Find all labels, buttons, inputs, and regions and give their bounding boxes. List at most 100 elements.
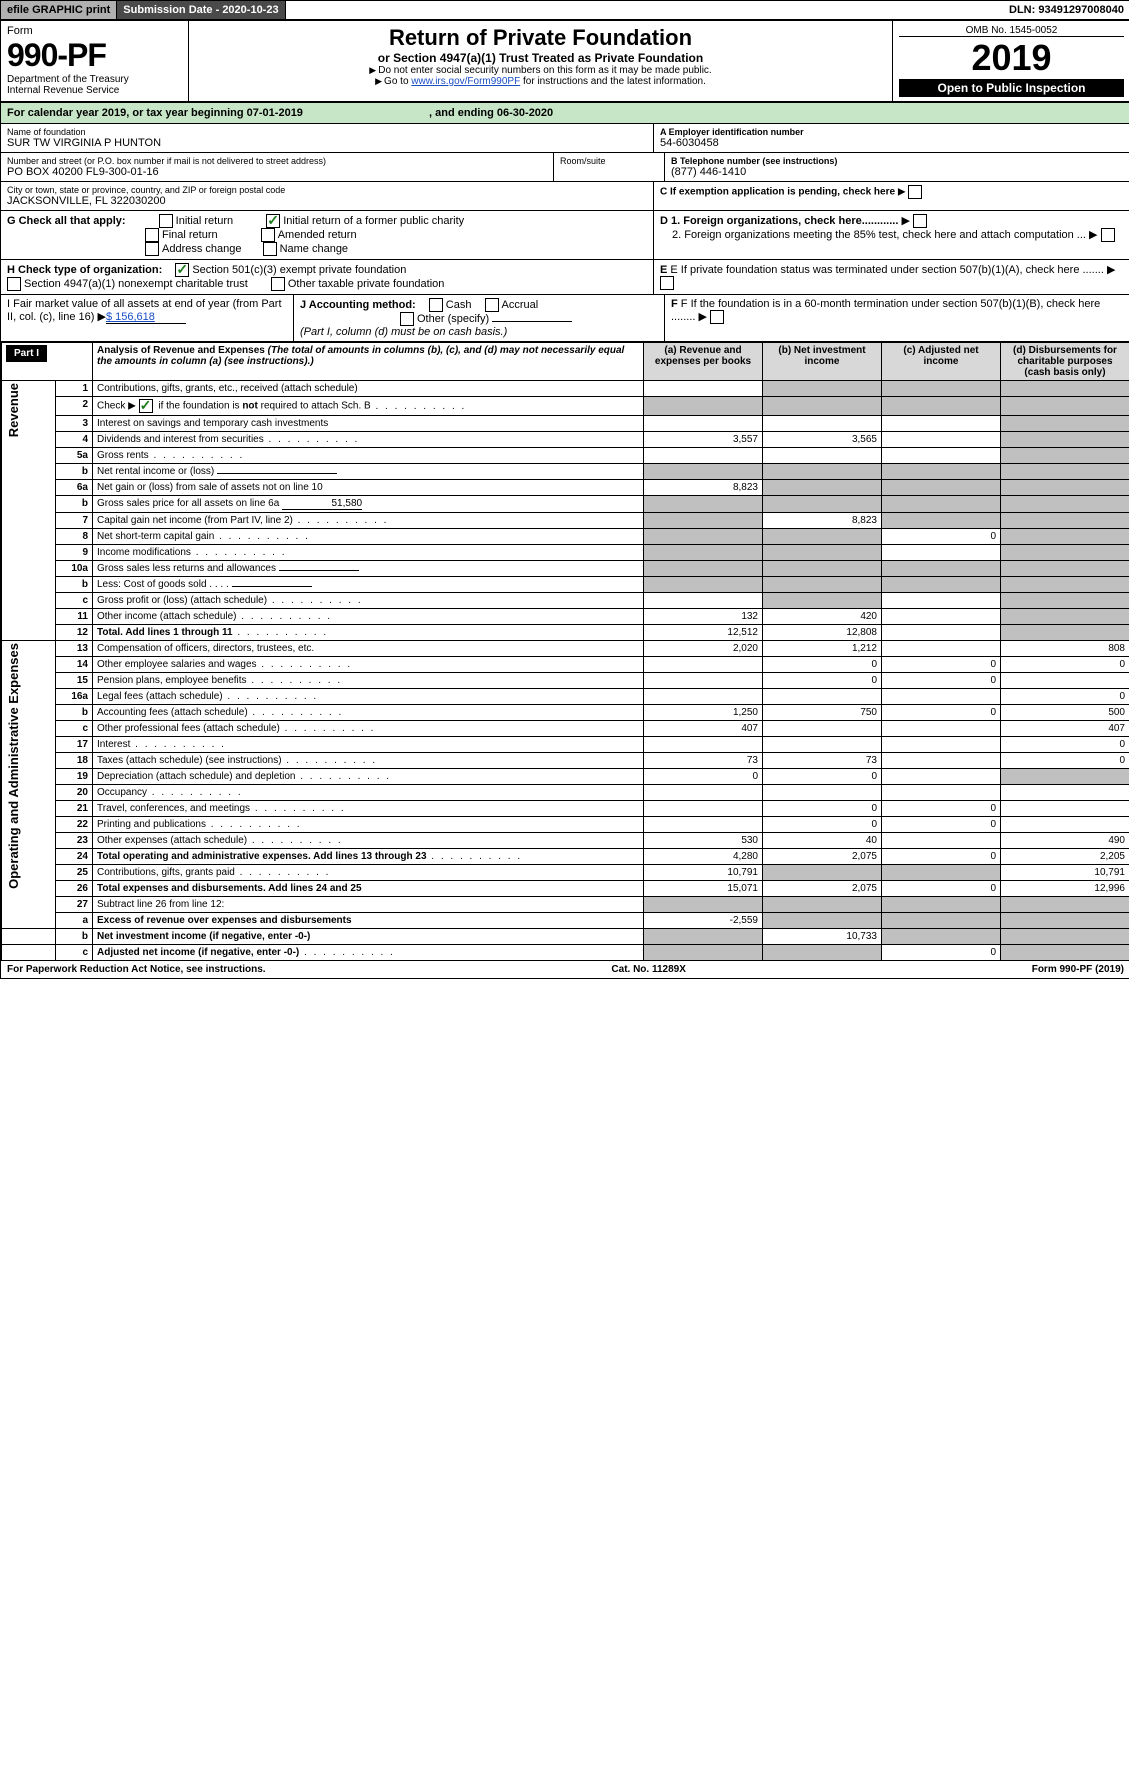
form-word: Form (7, 25, 182, 37)
line-4: Dividends and interest from securities (97, 434, 264, 445)
j-label: J Accounting method: (300, 299, 416, 311)
ck-accrual[interactable] (485, 298, 499, 312)
note-goto: Go to www.irs.gov/Form990PF for instruct… (195, 76, 886, 87)
line-27: Subtract line 26 from line 12: (93, 897, 644, 913)
line-16a: Legal fees (attach schedule) (97, 691, 223, 702)
ck-d2[interactable] (1101, 228, 1115, 242)
tel-label: B Telephone number (see instructions) (671, 156, 1124, 166)
id-block: Name of foundation SUR TW VIRGINIA P HUN… (1, 124, 1129, 153)
address: PO BOX 40200 FL9-300-01-16 (7, 166, 547, 178)
line-8: Net short-term capital gain (97, 531, 214, 542)
submission-date: Submission Date - 2020-10-23 (117, 1, 285, 19)
line-16c: Other professional fees (attach schedule… (97, 723, 280, 734)
note-ssn: Do not enter social security numbers on … (195, 65, 886, 76)
line-15: Pension plans, employee benefits (97, 675, 247, 686)
tax-year: 2019 (899, 37, 1124, 79)
line-23: Other expenses (attach schedule) (97, 835, 247, 846)
line-5b: Net rental income or (loss) (97, 466, 214, 477)
city-label: City or town, state or province, country… (7, 185, 647, 195)
ck-d1[interactable] (913, 214, 927, 228)
ck-initial[interactable] (159, 214, 173, 228)
line-18: Taxes (attach schedule) (see instruction… (97, 755, 282, 766)
footer-left: For Paperwork Reduction Act Notice, see … (7, 964, 266, 975)
fmv-value[interactable]: $ 156,618 (106, 311, 186, 324)
top-bar: efile GRAPHIC print Submission Date - 20… (1, 1, 1129, 21)
col-b: (b) Net investment income (763, 343, 882, 381)
c-label: C If exemption application is pending, c… (660, 187, 895, 198)
foundation-name: SUR TW VIRGINIA P HUNTON (7, 137, 647, 149)
ck-addr-change[interactable] (145, 242, 159, 256)
ck-501c3[interactable] (175, 263, 189, 277)
ck-e[interactable] (660, 276, 674, 290)
e-text: E If private foundation status was termi… (670, 264, 1104, 276)
f-text: F If the foundation is in a 60-month ter… (671, 298, 1100, 323)
line-22: Printing and publications (97, 819, 206, 830)
ein: 54-6030458 (660, 137, 1124, 149)
city: JACKSONVILLE, FL 322030200 (7, 195, 647, 207)
form-subtitle: or Section 4947(a)(1) Trust Treated as P… (195, 51, 886, 65)
part1-table: Part I Analysis of Revenue and Expenses … (1, 342, 1129, 961)
dept: Department of the Treasury (7, 74, 182, 85)
line-25: Contributions, gifts, grants paid (97, 867, 235, 878)
line-16b: Accounting fees (attach schedule) (97, 707, 248, 718)
calendar-row: For calendar year 2019, or tax year begi… (1, 103, 1129, 124)
footer-right: Form 990-PF (2019) (1032, 964, 1124, 975)
line-27a: Excess of revenue over expenses and disb… (97, 915, 352, 926)
line-17: Interest (97, 739, 130, 750)
irs-link[interactable]: www.irs.gov/Form990PF (411, 76, 520, 87)
line-27c: Adjusted net income (if negative, enter … (97, 947, 299, 958)
line-5a: Gross rents (97, 450, 149, 461)
line-7: Capital gain net income (from Part IV, l… (97, 515, 293, 526)
ck-cash[interactable] (429, 298, 443, 312)
line-13: Compensation of officers, directors, tru… (93, 641, 644, 657)
telephone: (877) 446-1410 (671, 166, 1124, 178)
part1-badge: Part I (6, 345, 47, 362)
form-number: 990-PF (7, 37, 182, 74)
j-note: (Part I, column (d) must be on cash basi… (300, 326, 507, 338)
ck-other-tax[interactable] (271, 277, 285, 291)
open-public: Open to Public Inspection (899, 79, 1124, 97)
h-label: H Check type of organization: (7, 264, 162, 276)
line-10c: Gross profit or (loss) (attach schedule) (97, 595, 267, 606)
checkbox-c[interactable] (908, 185, 922, 199)
col-c: (c) Adjusted net income (882, 343, 1001, 381)
ck-final[interactable] (145, 228, 159, 242)
omb: OMB No. 1545-0052 (899, 25, 1124, 37)
ein-label: A Employer identification number (660, 127, 1124, 137)
name-label: Name of foundation (7, 127, 647, 137)
ck-other[interactable] (400, 312, 414, 326)
d1: D 1. Foreign organizations, check here..… (660, 215, 898, 227)
line-10a: Gross sales less returns and allowances (97, 563, 276, 574)
ck-schb[interactable] (139, 399, 153, 413)
ck-4947[interactable] (7, 277, 21, 291)
d2: 2. Foreign organizations meeting the 85%… (672, 229, 1086, 241)
line-6b: Gross sales price for all assets on line… (97, 498, 279, 509)
line-21: Travel, conferences, and meetings (97, 803, 250, 814)
ck-f[interactable] (710, 310, 724, 324)
line-3: Interest on savings and temporary cash i… (93, 416, 644, 432)
line-24: Total operating and administrative expen… (97, 851, 427, 862)
efile-tag: efile GRAPHIC print (1, 1, 117, 19)
col-a: (a) Revenue and expenses per books (644, 343, 763, 381)
line-26: Total expenses and disbursements. Add li… (97, 883, 362, 894)
irs: Internal Revenue Service (7, 85, 182, 96)
addr-label: Number and street (or P.O. box number if… (7, 156, 547, 166)
line-12: Total. Add lines 1 through 11 (97, 627, 233, 638)
line-10b: Less: Cost of goods sold (97, 579, 207, 590)
line-6a: Net gain or (loss) from sale of assets n… (93, 480, 644, 496)
line-20: Occupancy (97, 787, 147, 798)
room-label: Room/suite (560, 156, 658, 166)
line-2: Check ▶ if the foundation is not require… (93, 397, 644, 416)
g-label: G Check all that apply: (7, 215, 126, 227)
ck-name-change[interactable] (263, 242, 277, 256)
expenses-label: Operating and Administrative Expenses (6, 643, 21, 889)
ck-amended[interactable] (261, 228, 275, 242)
revenue-label: Revenue (6, 383, 21, 437)
form-header: Form 990-PF Department of the Treasury I… (1, 21, 1129, 103)
footer-mid: Cat. No. 11289X (611, 964, 685, 975)
line-14: Other employee salaries and wages (97, 659, 257, 670)
form-title: Return of Private Foundation (195, 25, 886, 51)
ck-initial-former[interactable] (266, 214, 280, 228)
line-9: Income modifications (97, 547, 191, 558)
line-11: Other income (attach schedule) (97, 611, 237, 622)
